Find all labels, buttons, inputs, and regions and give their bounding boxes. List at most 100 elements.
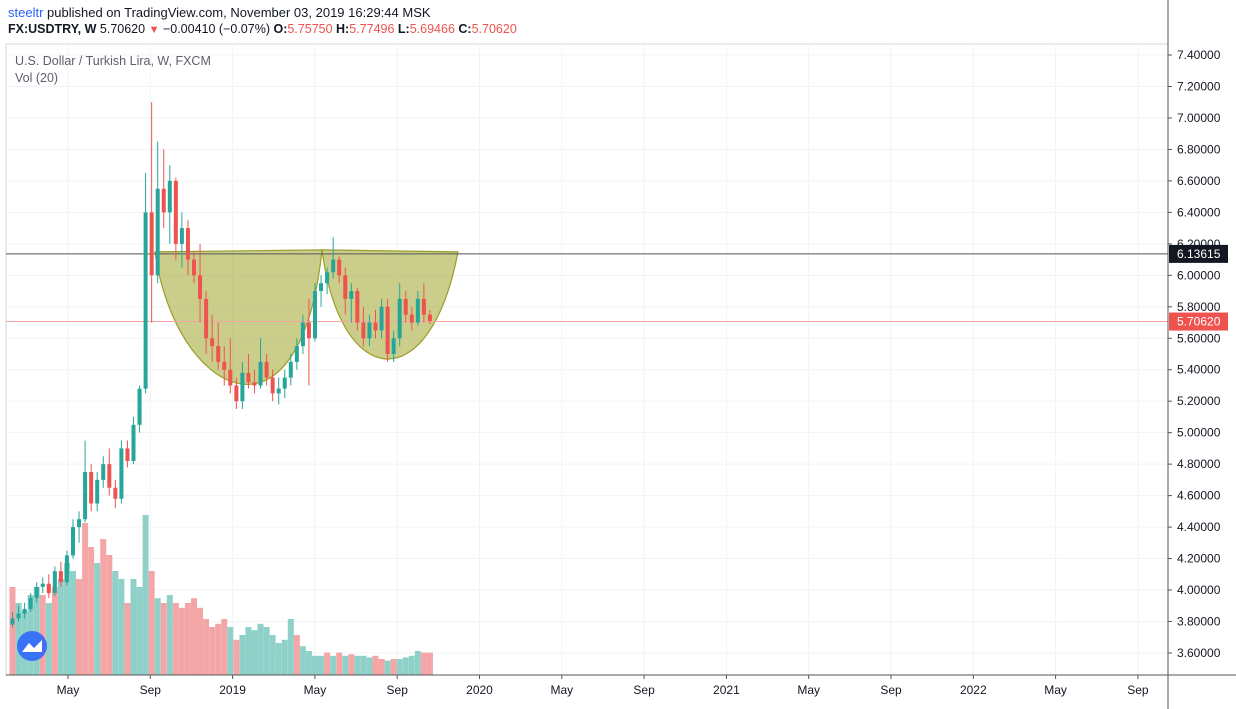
low-label: L: <box>397 22 410 36</box>
candle-body <box>101 464 106 480</box>
volume-bar <box>299 646 306 675</box>
volume-bar <box>293 635 300 675</box>
candle-body <box>155 188 160 276</box>
cup-and-handle-pattern[interactable] <box>154 249 459 385</box>
resistance-price-label: 6.13615 <box>1177 247 1221 261</box>
volume-bar <box>384 660 391 675</box>
y-tick-label: 5.60000 <box>1177 331 1221 345</box>
volume-bar <box>191 598 197 675</box>
x-tick-label: May <box>550 683 573 697</box>
x-tick-label: May <box>1044 683 1067 697</box>
y-tick-label: 7.40000 <box>1177 48 1221 62</box>
candle-body <box>355 291 360 323</box>
last-price: 5.70620 <box>99 22 146 36</box>
volume-bar <box>227 627 234 675</box>
last-price-label: 5.70620 <box>1177 315 1221 329</box>
volume-bar <box>420 652 427 675</box>
candle-body <box>246 372 251 383</box>
volume-bar <box>63 563 70 675</box>
volume-bar <box>9 587 16 675</box>
volume-bar <box>112 571 119 675</box>
volume-bar <box>305 651 312 675</box>
y-tick-label: 6.60000 <box>1177 174 1221 188</box>
candle-body <box>409 314 414 323</box>
candle-body <box>294 346 299 362</box>
volume-bar <box>360 655 367 675</box>
y-tick-label: 4.20000 <box>1177 552 1221 566</box>
candle-body <box>216 346 221 362</box>
candle-body <box>131 424 136 461</box>
open-label: O: <box>273 22 288 36</box>
x-tick-label: May <box>304 683 327 697</box>
candle-body <box>331 259 336 273</box>
x-tick-label: May <box>57 683 80 697</box>
volume-bar <box>342 655 349 675</box>
publish-line: steeltr published on TradingView.com, No… <box>8 5 431 20</box>
candle-body <box>52 571 57 594</box>
candle-body <box>288 361 293 378</box>
down-arrow-icon: ▼ <box>148 24 160 36</box>
volume-bar <box>251 630 258 675</box>
candle-body <box>83 472 88 520</box>
volume-bar <box>136 587 143 675</box>
candle-body <box>343 275 348 299</box>
volume-bar <box>88 547 95 675</box>
candle-body <box>379 306 384 331</box>
volume-bar <box>414 651 421 675</box>
volume-bar <box>197 607 204 675</box>
x-tick-label: Sep <box>1127 683 1149 697</box>
low-value: 5.69466 <box>409 22 455 36</box>
candle-body <box>77 519 82 528</box>
candle-body <box>10 618 15 625</box>
volume-bar <box>215 623 222 675</box>
volume-bar <box>336 652 343 675</box>
candle-body <box>391 338 396 354</box>
candle-body <box>143 212 148 389</box>
candle-body <box>397 298 402 339</box>
volume-bar <box>233 639 240 675</box>
candle-body <box>210 338 215 347</box>
candle-body <box>28 597 33 609</box>
ohlc-line: FX:USDTRY, W 5.70620 ▼ −0.00410 (−0.07%)… <box>8 22 517 36</box>
y-tick-label: 3.60000 <box>1177 646 1221 660</box>
open-value: 5.75750 <box>287 22 333 36</box>
candle-body <box>349 291 354 299</box>
candle-body <box>40 583 45 587</box>
candle-body <box>300 322 305 347</box>
author-link[interactable]: steeltr <box>8 5 44 20</box>
candle-body <box>427 314 432 321</box>
y-tick-label: 5.00000 <box>1177 426 1221 440</box>
candle-body <box>119 448 124 499</box>
volume-bar <box>76 579 83 675</box>
candle-body <box>367 322 372 339</box>
candle-body <box>185 228 190 260</box>
x-tick-label: Sep <box>387 683 409 697</box>
volume-bar <box>312 655 318 675</box>
y-tick-label: 6.40000 <box>1177 205 1221 219</box>
volume-bar <box>402 657 409 675</box>
handle-shape[interactable] <box>321 249 459 360</box>
candle-body <box>222 361 227 370</box>
volume-bar <box>330 655 337 675</box>
y-tick-label: 3.80000 <box>1177 614 1221 628</box>
volume-bar <box>426 652 433 675</box>
volume-bar <box>239 635 246 675</box>
volume-bar <box>348 654 355 675</box>
tradingview-logo[interactable] <box>17 631 47 661</box>
x-tick-label: 2020 <box>466 683 493 697</box>
volume-bar <box>275 643 282 675</box>
candle-body <box>264 361 269 378</box>
candle-body <box>95 479 100 504</box>
volume-bar <box>178 607 185 675</box>
volume-bars <box>9 515 433 675</box>
volume-bar <box>281 639 288 675</box>
volume-bar <box>166 595 173 675</box>
candle-body <box>198 275 203 299</box>
candle-body <box>58 571 63 583</box>
x-tick-label: 2022 <box>960 683 987 697</box>
grid <box>5 43 1169 676</box>
y-tick-label: 6.80000 <box>1177 142 1221 156</box>
candle-body <box>337 259 342 276</box>
volume-bar <box>124 603 131 675</box>
